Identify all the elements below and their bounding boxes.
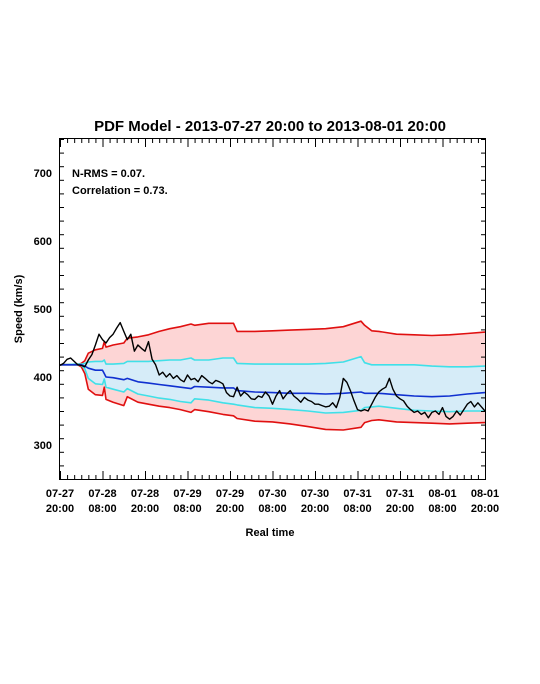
x-axis: 07-27 20:00 07-28 08:00 07-28 20:00 07-29 08:00… xyxy=(46,139,499,515)
y-axis: 300 400 500 600 700 xyxy=(34,139,485,480)
y-tick-label: 300 xyxy=(34,440,52,452)
median-line xyxy=(60,363,486,398)
inner-upper-line xyxy=(59,355,486,368)
plot-frame xyxy=(59,138,486,480)
inner-lower-line xyxy=(60,363,485,414)
y-tick-label: 700 xyxy=(34,168,52,180)
y-axis-label: Speed (km/s) xyxy=(13,274,25,343)
x-tick-label-time: 20:00 xyxy=(131,503,159,515)
x-tick-label-time: 20:00 xyxy=(216,503,244,515)
x-tick-label-time: 08:00 xyxy=(258,503,286,515)
y-tick-label: 600 xyxy=(34,236,52,248)
outer-upper-line xyxy=(59,320,486,366)
outer-lower-line xyxy=(60,363,486,431)
x-tick-label-time: 20:00 xyxy=(301,503,329,515)
x-tick-label-time: 20:00 xyxy=(46,503,74,515)
x-tick-label-date: 07-31 xyxy=(343,488,371,500)
x-tick-label-time: 08:00 xyxy=(428,503,456,515)
x-tick-label-date: 08-01 xyxy=(471,488,499,500)
y-tick-label: 400 xyxy=(34,372,52,384)
x-tick-label-time: 08:00 xyxy=(173,503,201,515)
y-tick-label: 500 xyxy=(34,304,52,316)
x-tick-label-date: 07-29 xyxy=(216,488,244,500)
correlation-annotation: Correlation = 0.73. xyxy=(72,185,168,197)
observed-speed-line xyxy=(59,321,486,420)
x-axis-label: Real time xyxy=(246,527,295,539)
x-tick-label-date: 07-31 xyxy=(386,488,414,500)
x-tick-label-time: 08:00 xyxy=(88,503,116,515)
nrms-annotation: N-RMS = 0.07. xyxy=(72,168,145,180)
x-tick-label-date: 08-01 xyxy=(428,488,456,500)
x-tick-label-time: 08:00 xyxy=(343,503,371,515)
x-tick-label-time: 20:00 xyxy=(386,503,414,515)
x-tick-label-date: 07-30 xyxy=(258,488,286,500)
plot-area xyxy=(59,320,486,431)
x-tick-label-date: 07-29 xyxy=(173,488,201,500)
x-tick-label-date: 07-28 xyxy=(88,488,116,500)
x-tick-label-time: 20:00 xyxy=(471,503,499,515)
x-tick-label-date: 07-27 xyxy=(46,488,74,500)
x-tick-label-date: 07-28 xyxy=(131,488,159,500)
x-tick-label-date: 07-30 xyxy=(301,488,329,500)
chart-title: PDF Model - 2013-07-27 20:00 to 2013-08-… xyxy=(94,118,446,135)
